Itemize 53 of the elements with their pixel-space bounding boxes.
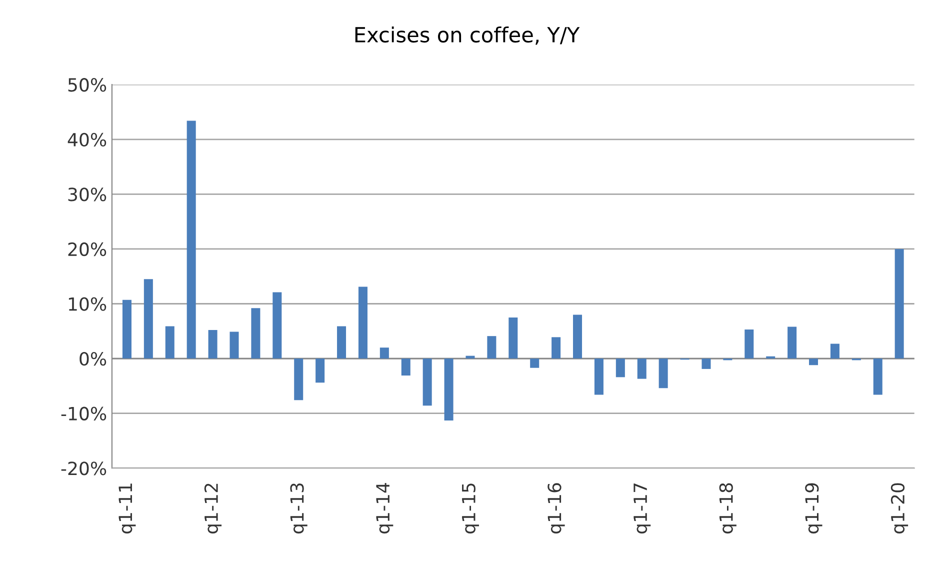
bar [766, 356, 776, 359]
x-tick-label: q1-14 [376, 483, 394, 534]
y-tick-label: 40% [68, 132, 106, 147]
bar [294, 358, 304, 400]
x-tick-label: q1-20 [890, 483, 908, 534]
bar [337, 326, 346, 359]
bar [122, 300, 132, 359]
bar [444, 358, 454, 420]
x-tick-label: q1-19 [805, 483, 822, 534]
x-tick-label: q1-12 [204, 484, 222, 534]
bar [552, 337, 561, 359]
bar [186, 120, 196, 359]
bar [788, 326, 797, 359]
bar [208, 330, 218, 359]
y-tick-label: -20% [61, 462, 106, 476]
y-tick-label: 10% [68, 297, 106, 311]
bar [894, 248, 904, 359]
bar [508, 317, 518, 359]
bar [744, 330, 754, 359]
y-tick-label: 0% [80, 352, 106, 366]
bar [230, 332, 239, 359]
bar [487, 336, 496, 359]
bar [830, 344, 840, 359]
chart-title: Excises on coffee, Y/Y [355, 26, 580, 45]
bar [594, 358, 604, 395]
bar [530, 358, 540, 368]
bar [658, 358, 668, 388]
bar [702, 358, 711, 369]
bar [573, 314, 582, 359]
bar [422, 358, 432, 406]
x-tick-label: q1-16 [548, 483, 565, 534]
x-tick-label: q1-15 [462, 484, 479, 534]
bar [616, 358, 625, 378]
bar [272, 292, 282, 359]
bar [358, 286, 368, 359]
bar [466, 356, 475, 359]
y-tick-label: 50% [68, 78, 106, 92]
bar [401, 358, 410, 376]
bar [316, 358, 325, 383]
x-tick-label: q1-13 [290, 483, 308, 534]
bar [380, 348, 389, 359]
bar [144, 279, 153, 359]
y-tick-label: 30% [68, 188, 106, 202]
bar [873, 358, 882, 395]
y-tick-label: -10% [61, 406, 106, 420]
bar [637, 358, 646, 379]
bar [251, 308, 260, 359]
x-tick-label: q1-11 [118, 484, 136, 534]
x-tick-label: q1-18 [719, 483, 736, 534]
bar [809, 358, 818, 366]
y-tick-label: 20% [68, 242, 106, 256]
bar [165, 326, 174, 359]
x-tick-label: q1-17 [634, 484, 651, 534]
